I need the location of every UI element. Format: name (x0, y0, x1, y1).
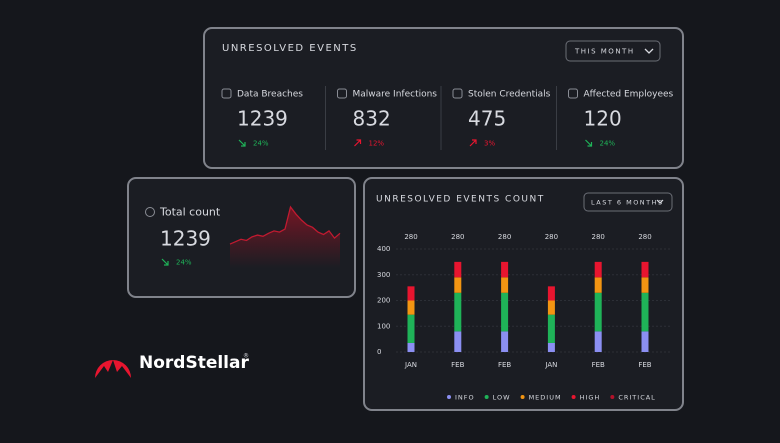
brand: NordStellar (139, 353, 249, 373)
bar-segment (407, 286, 415, 301)
total-label: Total count (159, 206, 221, 219)
metric-value: 832 (353, 107, 391, 131)
trademark: ® (243, 353, 249, 360)
bar-segment (641, 261, 649, 278)
bar-segment (454, 331, 462, 352)
bar-segment (501, 261, 509, 278)
metric-value: 1239 (237, 107, 288, 131)
legend-swatch (520, 395, 525, 399)
metric-value: 120 (584, 107, 622, 131)
x-tick-label: JAN (404, 361, 417, 369)
total-label: 280 (498, 233, 511, 241)
metric-change: 24% (253, 140, 269, 148)
metric-icon (221, 88, 232, 99)
legend-label: MEDIUM (529, 394, 562, 402)
bar-segment (594, 277, 602, 293)
legend-swatch (571, 395, 576, 399)
metric-change: 3% (484, 140, 495, 148)
total-value: 1239 (160, 227, 211, 251)
metric-label: Affected Employees (584, 90, 674, 100)
legend-label: LOW (493, 394, 511, 402)
x-tick-label: FEB (592, 361, 605, 369)
trend-arrow (161, 258, 169, 266)
period-dropdown[interactable] (565, 40, 661, 62)
legend-swatch (484, 395, 489, 399)
total-change: 24% (176, 259, 192, 267)
chart-title: UNRESOLVED EVENTS COUNT (376, 195, 545, 205)
events-panel (203, 27, 684, 169)
panel-title: UNRESOLVED EVENTS (222, 43, 358, 54)
bar-segment (594, 331, 602, 352)
trend-arrow (469, 139, 477, 147)
chart-panel (363, 177, 684, 411)
bar-segment (407, 342, 415, 352)
bar-segment (594, 292, 602, 332)
chevron (644, 48, 654, 54)
period-dropdown[interactable] (583, 192, 673, 212)
metric-label: Malware Infections (353, 90, 438, 100)
bar-segment (501, 292, 509, 332)
bar-segment (641, 277, 649, 293)
bar-segment (641, 292, 649, 332)
metric-label: Data Breaches (237, 90, 303, 100)
bar-segment (454, 261, 462, 278)
y-tick-label: 400 (377, 245, 390, 253)
metric-label: Stolen Credentials (468, 90, 551, 100)
total-label: 280 (545, 233, 558, 241)
x-tick-label: FEB (638, 361, 651, 369)
metric-icon (337, 88, 347, 99)
y-tick-label: 200 (377, 297, 390, 305)
total-label: 280 (592, 233, 605, 241)
legend-swatch (610, 395, 615, 399)
bar-segment (454, 292, 462, 332)
dropdown-label: LAST 6 MONTHS (591, 199, 664, 207)
bar-segment (454, 277, 462, 293)
bar-segment (501, 277, 509, 293)
legend-swatch (447, 395, 451, 399)
x-tick-label: FEB (451, 361, 464, 369)
trend-arrow (238, 139, 246, 147)
y-tick-label: 300 (377, 271, 390, 279)
legend-label: INFO (455, 394, 475, 402)
metric-change: 12% (369, 140, 385, 148)
y-tick-label: 100 (377, 322, 390, 330)
bar-segment (594, 261, 602, 278)
trend-arrow (354, 139, 362, 147)
total-label: 280 (451, 233, 464, 241)
sparkline (229, 205, 341, 245)
total-label: 280 (404, 233, 417, 241)
legend-label: CRITICAL (618, 394, 655, 402)
trend-arrow (585, 139, 593, 147)
bar-segment (407, 300, 415, 315)
chevron (656, 199, 664, 204)
dropdown-label: THIS MONTH (574, 48, 635, 56)
total-label: 280 (638, 233, 651, 241)
bar-segment (407, 314, 415, 343)
bar-segment (547, 300, 555, 315)
sparkline-area (230, 207, 340, 268)
metric-icon (568, 88, 578, 99)
bar-segment (501, 331, 509, 352)
bar-segment (641, 331, 649, 352)
total-icon (145, 207, 155, 217)
bar-segment (547, 286, 555, 301)
metric-value: 475 (468, 107, 506, 131)
x-tick-label: JAN (544, 361, 557, 369)
legend-label: HIGH (580, 394, 601, 402)
metric-icon (452, 88, 463, 99)
metric-change: 24% (600, 140, 616, 148)
bar-segment (547, 314, 555, 343)
x-tick-label: FEB (498, 361, 511, 369)
bar-segment (547, 342, 555, 352)
y-tick-label: 0 (377, 348, 381, 356)
logo-icon (95, 360, 131, 378)
